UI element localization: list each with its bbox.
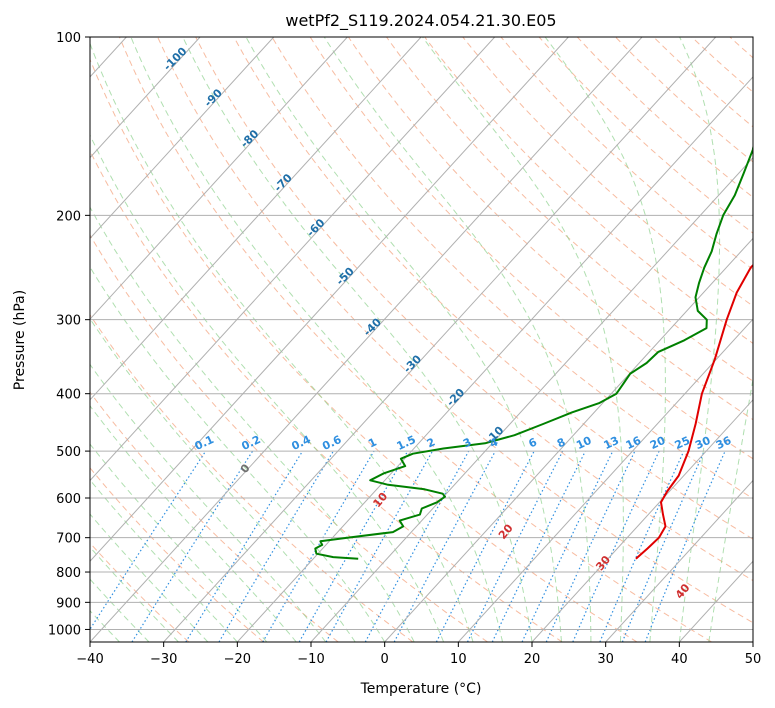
- mixing-ratio-line: [621, 450, 705, 642]
- x-tick-label: −40: [76, 652, 103, 667]
- dry-adiabat-line: [424, 37, 753, 344]
- moist-adiabat-line: [323, 37, 592, 642]
- moist-adiabat-line: [90, 206, 415, 642]
- isotherm-line: [90, 37, 643, 642]
- isotherm-line: [90, 37, 275, 240]
- x-tick-label: 20: [524, 652, 541, 667]
- mixing-ratio-line: [262, 450, 375, 642]
- isotherm-line: [90, 37, 201, 159]
- moist-adiabat-line: [90, 266, 386, 642]
- y-tick-label: 100: [56, 31, 81, 46]
- grid: [90, 37, 753, 642]
- x-tick-label: −20: [224, 652, 251, 667]
- moist-adiabat-line: [90, 404, 297, 642]
- series-group: [314, 143, 753, 560]
- plot-frame: [89, 36, 754, 643]
- moist-adiabat-line: [245, 37, 562, 642]
- x-tick-label: 30: [597, 652, 614, 667]
- y-tick-label: 300: [56, 314, 81, 329]
- dry-adiabat-line: [347, 37, 753, 421]
- dry-adiabat-line: [118, 37, 712, 642]
- chart-title: wetPf2_S119.2024.054.21.30.E05: [285, 11, 556, 31]
- isotherm-line: [90, 37, 348, 320]
- temperature-profile-line: [635, 263, 753, 560]
- mixing-ratio-line: [644, 450, 726, 642]
- y-axis-title: Pressure (hPa): [12, 290, 28, 390]
- moist-adiabat-line: [90, 479, 238, 642]
- mixing-ratio-label: 10: [574, 434, 594, 452]
- background-lines: [90, 37, 753, 642]
- x-tick-label: 50: [745, 652, 762, 667]
- isotherm-line: [310, 156, 753, 642]
- x-axis-title: Temperature (°C): [360, 681, 482, 697]
- isotherm-line: [236, 76, 753, 642]
- isotherm-line: [90, 37, 569, 563]
- dry-adiabat-line: [538, 37, 753, 234]
- moist-adiabat-line: [90, 134, 445, 642]
- mixing-ratio-label: 36: [714, 434, 734, 452]
- mixing-ratio-line: [298, 450, 409, 642]
- moist-adiabat-line: [90, 363, 327, 642]
- x-tick-label: −10: [297, 652, 324, 667]
- moist-adiabat-line: [708, 376, 753, 642]
- mixing-ratio-line: [185, 450, 304, 642]
- y-tick-label: 500: [56, 445, 81, 460]
- mixing-ratio-line: [491, 450, 586, 642]
- isotherm-line: [605, 479, 753, 642]
- moist-adiabat-line: [544, 37, 666, 642]
- y-tick-label: 400: [56, 388, 81, 403]
- mixing-ratio-label: 20: [648, 434, 668, 452]
- mixing-ratio-line: [218, 450, 334, 642]
- mixing-ratio-label: 30: [693, 434, 713, 452]
- isotherm-line: [90, 37, 422, 401]
- moist-adiabat-line: [182, 37, 533, 642]
- y-tick-label: 700: [56, 532, 81, 547]
- mixing-ratio-line: [572, 450, 660, 642]
- mixing-ratio-label: 16: [624, 434, 644, 452]
- isotherm-line: [90, 37, 496, 482]
- x-tick-label: 10: [450, 652, 467, 667]
- moist-adiabat-line: [90, 42, 474, 642]
- y-tick-label: 800: [56, 566, 81, 581]
- moist-adiabat-line: [678, 37, 721, 642]
- dry-adiabat-line: [576, 37, 753, 198]
- dry-adiabat-line: [90, 391, 339, 642]
- y-tick-label: 1000: [48, 623, 81, 638]
- dry-adiabat-line: [157, 37, 753, 624]
- moist-adiabat-line: [90, 443, 268, 642]
- x-tick-label: 0: [381, 652, 389, 667]
- moist-adiabat-line: [422, 37, 624, 642]
- mixing-ratio-line: [131, 450, 254, 642]
- y-tick-label: 600: [56, 492, 81, 507]
- mixing-ratio-line: [521, 450, 614, 642]
- mixing-ratio-label: 25: [673, 434, 692, 452]
- dry-adiabat-line: [271, 37, 753, 500]
- mixing-ratio-label: 13: [602, 434, 621, 452]
- y-tick-label: 200: [56, 209, 81, 224]
- mixing-ratio-line: [545, 450, 636, 642]
- moist-adiabat-line: [90, 317, 356, 642]
- axes: −40 −30 −20 −10 0 10 20 30 40 50 100 200 300 400 500 60…: [48, 31, 761, 667]
- mixing-ratio-line: [364, 450, 470, 642]
- dry-adiabat-line: [386, 37, 753, 382]
- dry-adiabat-line: [500, 37, 753, 270]
- dry-adiabat-line: [90, 314, 414, 642]
- isotherm-line: [457, 318, 753, 642]
- dry-adiabat-line: [90, 149, 563, 642]
- mixing-ratio-line: [325, 450, 434, 642]
- isotherm-line: [163, 37, 717, 642]
- dry-adiabat-line: [195, 37, 753, 582]
- dewpoint-profile-line: [314, 143, 753, 560]
- isotherm-line: [384, 237, 753, 642]
- moist-adiabat-line: [130, 37, 503, 642]
- dry-adiabat-line: [233, 37, 753, 540]
- isotherm-line: [531, 399, 753, 642]
- y-tick-label: 900: [56, 596, 81, 611]
- x-tick-label: −30: [150, 652, 177, 667]
- x-tick-label: 40: [671, 652, 688, 667]
